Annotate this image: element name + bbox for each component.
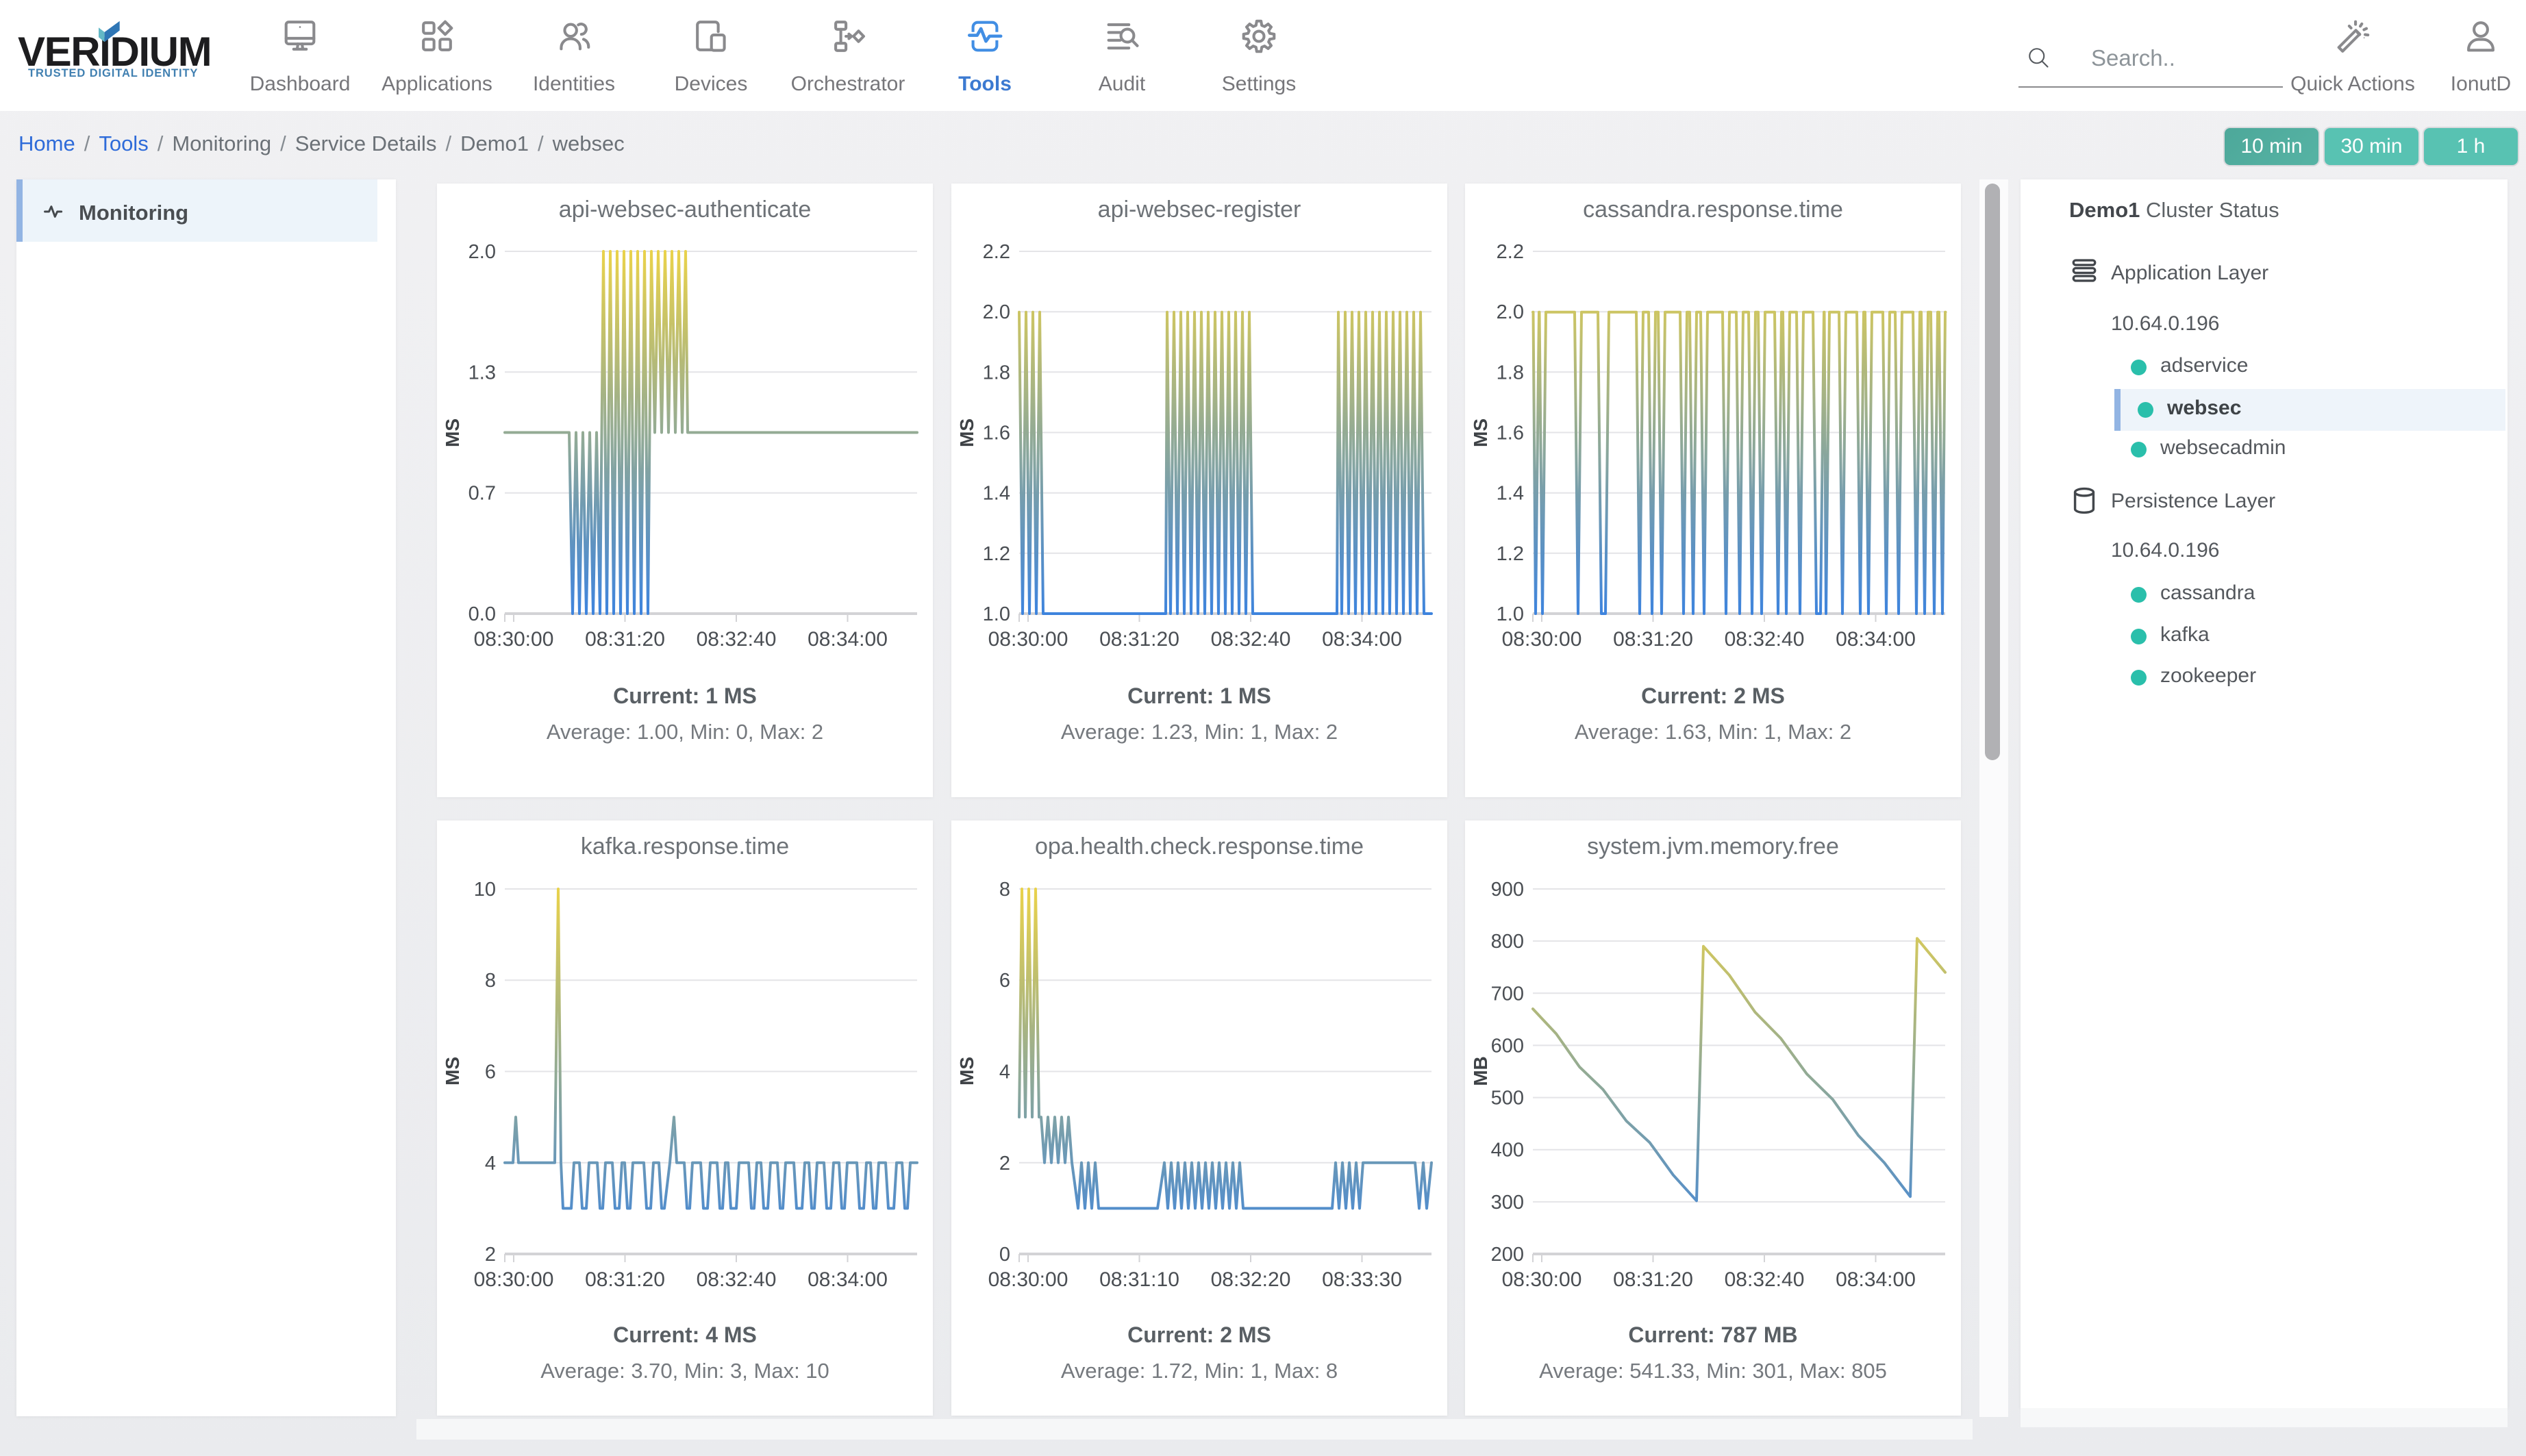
svg-text:08:31:20: 08:31:20 — [1613, 1268, 1693, 1291]
svg-text:08:32:40: 08:32:40 — [697, 628, 777, 651]
svg-text:900: 900 — [1491, 879, 1524, 901]
svg-text:08:30:00: 08:30:00 — [1502, 1268, 1582, 1291]
svg-text:08:32:40: 08:32:40 — [1725, 1268, 1805, 1291]
svg-text:08:31:20: 08:31:20 — [585, 628, 665, 651]
svg-text:0: 0 — [999, 1244, 1010, 1266]
svg-text:2: 2 — [485, 1244, 496, 1266]
svg-text:08:34:00: 08:34:00 — [1322, 628, 1402, 651]
svg-text:2: 2 — [999, 1153, 1010, 1175]
svg-text:08:30:00: 08:30:00 — [474, 1268, 554, 1291]
svg-text:08:30:00: 08:30:00 — [474, 628, 554, 651]
svg-text:6: 6 — [999, 970, 1010, 992]
svg-text:400: 400 — [1491, 1140, 1524, 1162]
svg-text:1.6: 1.6 — [1497, 423, 1524, 444]
svg-text:500: 500 — [1491, 1088, 1524, 1109]
svg-text:600: 600 — [1491, 1035, 1524, 1057]
svg-text:MS: MS — [1470, 418, 1491, 447]
svg-text:0.0: 0.0 — [468, 603, 496, 625]
svg-text:1.4: 1.4 — [1497, 483, 1524, 505]
svg-text:08:32:40: 08:32:40 — [1211, 628, 1291, 651]
svg-text:1.0: 1.0 — [1497, 603, 1524, 625]
svg-text:10: 10 — [474, 879, 496, 901]
svg-text:08:31:10: 08:31:10 — [1099, 1268, 1179, 1291]
svg-text:08:31:20: 08:31:20 — [1613, 628, 1693, 651]
svg-text:8: 8 — [999, 879, 1010, 901]
svg-text:2.2: 2.2 — [1497, 241, 1524, 263]
svg-text:4: 4 — [999, 1062, 1010, 1083]
svg-text:08:30:00: 08:30:00 — [1502, 628, 1582, 651]
svg-text:8: 8 — [485, 970, 496, 992]
svg-text:1.2: 1.2 — [983, 543, 1010, 565]
svg-text:08:30:00: 08:30:00 — [988, 628, 1068, 651]
svg-text:1.3: 1.3 — [468, 362, 496, 384]
svg-text:200: 200 — [1491, 1244, 1524, 1266]
svg-text:1.8: 1.8 — [1497, 362, 1524, 384]
svg-text:MS: MS — [442, 1057, 463, 1085]
svg-text:MS: MS — [442, 418, 463, 447]
svg-text:2.0: 2.0 — [468, 241, 496, 263]
svg-text:2.0: 2.0 — [1497, 301, 1524, 323]
svg-text:1.2: 1.2 — [1497, 543, 1524, 565]
svg-text:2.0: 2.0 — [983, 301, 1010, 323]
svg-text:08:32:40: 08:32:40 — [697, 1268, 777, 1291]
svg-text:08:31:20: 08:31:20 — [585, 1268, 665, 1291]
svg-text:08:34:00: 08:34:00 — [808, 628, 888, 651]
svg-text:08:32:20: 08:32:20 — [1211, 1268, 1291, 1291]
svg-text:08:34:00: 08:34:00 — [1836, 628, 1916, 651]
svg-text:08:34:00: 08:34:00 — [1836, 1268, 1916, 1291]
svg-text:MS: MS — [956, 1057, 977, 1085]
svg-text:300: 300 — [1491, 1192, 1524, 1214]
svg-text:08:33:30: 08:33:30 — [1322, 1268, 1402, 1291]
svg-text:MB: MB — [1470, 1056, 1491, 1086]
svg-text:08:30:00: 08:30:00 — [988, 1268, 1068, 1291]
svg-text:MS: MS — [956, 418, 977, 447]
svg-text:1.0: 1.0 — [983, 603, 1010, 625]
svg-text:1.4: 1.4 — [983, 483, 1010, 505]
svg-text:08:34:00: 08:34:00 — [808, 1268, 888, 1291]
svg-text:6: 6 — [485, 1062, 496, 1083]
svg-text:4: 4 — [485, 1153, 496, 1175]
svg-text:1.8: 1.8 — [983, 362, 1010, 384]
svg-text:700: 700 — [1491, 983, 1524, 1005]
svg-text:08:31:20: 08:31:20 — [1099, 628, 1179, 651]
svg-text:2.2: 2.2 — [983, 241, 1010, 263]
svg-text:1.6: 1.6 — [983, 423, 1010, 444]
svg-text:800: 800 — [1491, 931, 1524, 953]
svg-text:0.7: 0.7 — [468, 483, 496, 505]
svg-text:08:32:40: 08:32:40 — [1725, 628, 1805, 651]
